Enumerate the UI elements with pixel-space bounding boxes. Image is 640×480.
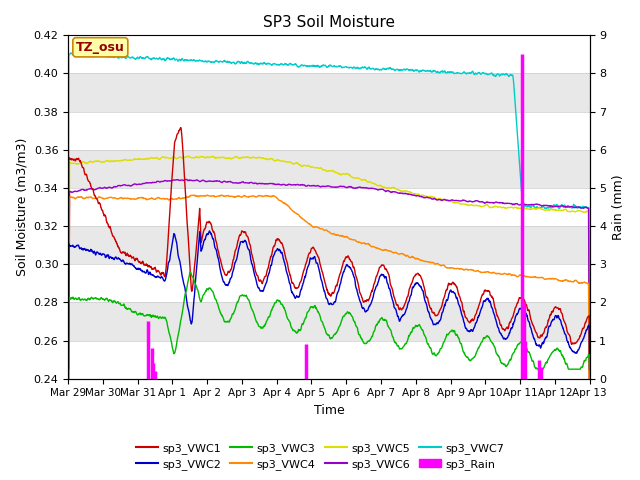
Y-axis label: Rain (mm): Rain (mm): [612, 174, 625, 240]
Bar: [68, 226, 589, 264]
Text: TZ_osu: TZ_osu: [76, 41, 125, 54]
Bar: [68, 150, 589, 188]
Bar: [68, 302, 589, 341]
Bar: [68, 341, 589, 379]
Bar: [68, 112, 589, 150]
Bar: [68, 73, 589, 112]
Title: SP3 Soil Moisture: SP3 Soil Moisture: [263, 15, 395, 30]
Y-axis label: Soil Moisture (m3/m3): Soil Moisture (m3/m3): [15, 138, 28, 276]
Bar: [68, 188, 589, 226]
Legend: sp3_VWC1, sp3_VWC2, sp3_VWC3, sp3_VWC4, sp3_VWC5, sp3_VWC6, sp3_VWC7, sp3_Rain: sp3_VWC1, sp3_VWC2, sp3_VWC3, sp3_VWC4, …: [131, 438, 509, 474]
Bar: [68, 36, 589, 73]
X-axis label: Time: Time: [314, 404, 344, 417]
Bar: [68, 264, 589, 302]
